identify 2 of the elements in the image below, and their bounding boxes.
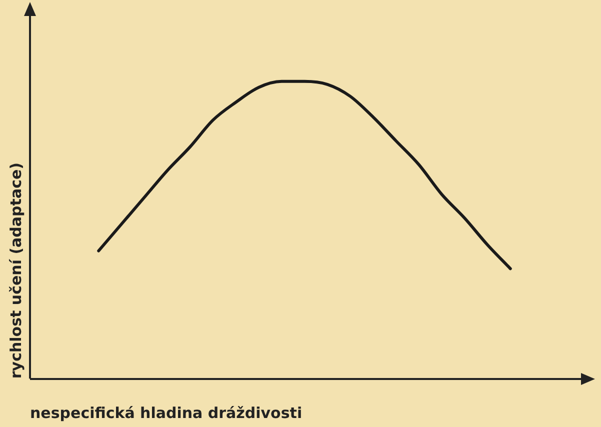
y-axis-title: rychlost učení (adaptace) bbox=[6, 162, 25, 379]
x-axis-title: nespecifická hladina dráždivosti bbox=[30, 404, 302, 422]
